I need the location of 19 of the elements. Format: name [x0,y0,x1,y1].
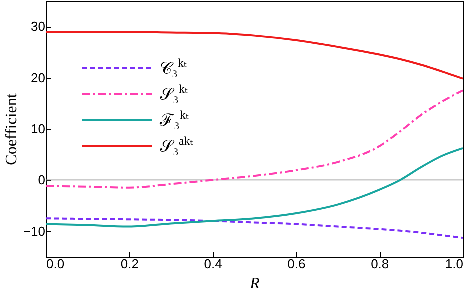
y-tick-label: 30 [31,19,46,34]
legend-label: 𝒞₃$^{kₜ}$ [160,56,187,78]
y-tick-label: −10 [23,224,46,239]
legend-label: 𝒮₃$^{akₜ}$ [160,134,194,156]
y-tick-label: 0 [38,172,46,188]
y-tick-label: 10 [31,122,46,136]
line-series [45,31,464,80]
legend-label: ℱ₃$^{kₜ}$ [159,108,189,130]
x-tick-label: 0.4 [204,256,222,272]
legend-label: 𝒮₃$^{kₜ}$ [160,82,188,104]
x-tick-label: 0.0 [46,256,65,272]
x-axis-title: R [249,276,260,292]
line-series [45,218,464,240]
y-axis-title: Coefficient [3,93,20,166]
x-tick-label: 0.2 [120,256,139,272]
y-tick-label: 20 [31,70,46,86]
x-tick-label: 0.6 [288,256,306,272]
x-tick-label: 1.0 [445,256,464,272]
x-tick-label: 0.8 [371,256,390,272]
